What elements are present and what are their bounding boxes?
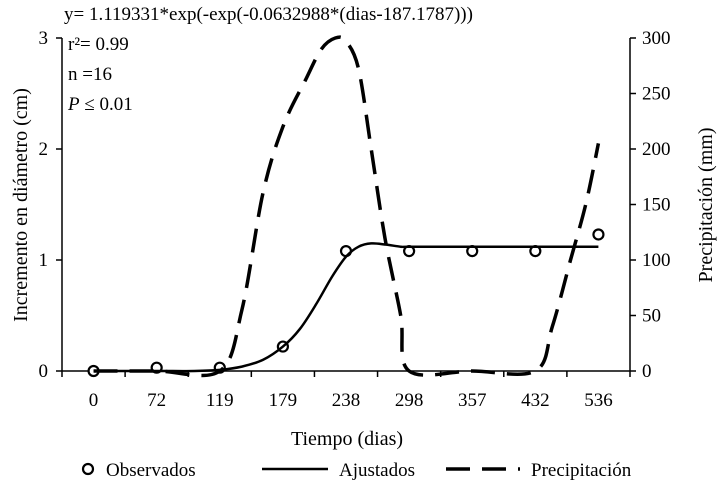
legend: Observados Ajustados Precipitación [81, 460, 632, 481]
y-right-tick-label: 0 [642, 361, 652, 382]
y-right-tick-label: 50 [642, 306, 661, 327]
n-text: n =16 [68, 64, 112, 85]
y-axis-right-title: Precipitación (mm) [695, 128, 717, 283]
tick-labels: 0 1 2 3 0 50 100 150 200 250 300 0 72 119 179 238 298 357… [39, 28, 671, 411]
axes [56, 37, 636, 377]
r2-text: r²= 0.99 [68, 34, 129, 55]
x-tick-label: 536 [584, 390, 613, 411]
ajustados-line [93, 242, 599, 373]
x-tick-label: 179 [269, 390, 298, 411]
precipitacion-line [93, 35, 601, 378]
y-right-tick-label: 150 [642, 195, 671, 216]
legend-label-precipitacion: Precipitación [531, 460, 632, 481]
legend-label-ajustados: Ajustados [339, 460, 415, 481]
p-value-text: P ≤ 0.01 [67, 94, 133, 115]
p-symbol: P [67, 94, 80, 115]
x-tick-label: 238 [332, 390, 361, 411]
x-tick-label: 357 [458, 390, 487, 411]
x-axis-title: Tiempo (dias) [291, 428, 403, 450]
y-left-tick-label: 2 [39, 139, 49, 160]
y-right-tick-label: 300 [642, 28, 671, 49]
x-tick-label: 0 [89, 390, 99, 411]
p-value: ≤ 0.01 [80, 94, 133, 115]
observed-point [592, 228, 605, 241]
y-right-tick-label: 250 [642, 84, 671, 105]
equation-text: y= 1.119331*exp(-exp(-0.0632988*(dias-18… [64, 4, 473, 25]
y-left-tick-label: 3 [39, 28, 49, 49]
y-left-tick-label: 1 [39, 250, 49, 271]
y-axis-left-title: Incremento en diámetro (cm) [10, 88, 32, 322]
x-tick-label: 119 [206, 390, 234, 411]
x-tick-label: 432 [521, 390, 550, 411]
y-right-tick-label: 200 [642, 139, 671, 160]
x-tick-label: 72 [147, 390, 166, 411]
legend-label-observados: Observados [106, 460, 196, 481]
x-tick-label: 298 [395, 390, 424, 411]
series-layer [87, 35, 605, 378]
y-right-tick-label: 100 [642, 250, 671, 271]
y-left-tick-label: 0 [39, 361, 49, 382]
legend-marker-observados [81, 462, 95, 476]
